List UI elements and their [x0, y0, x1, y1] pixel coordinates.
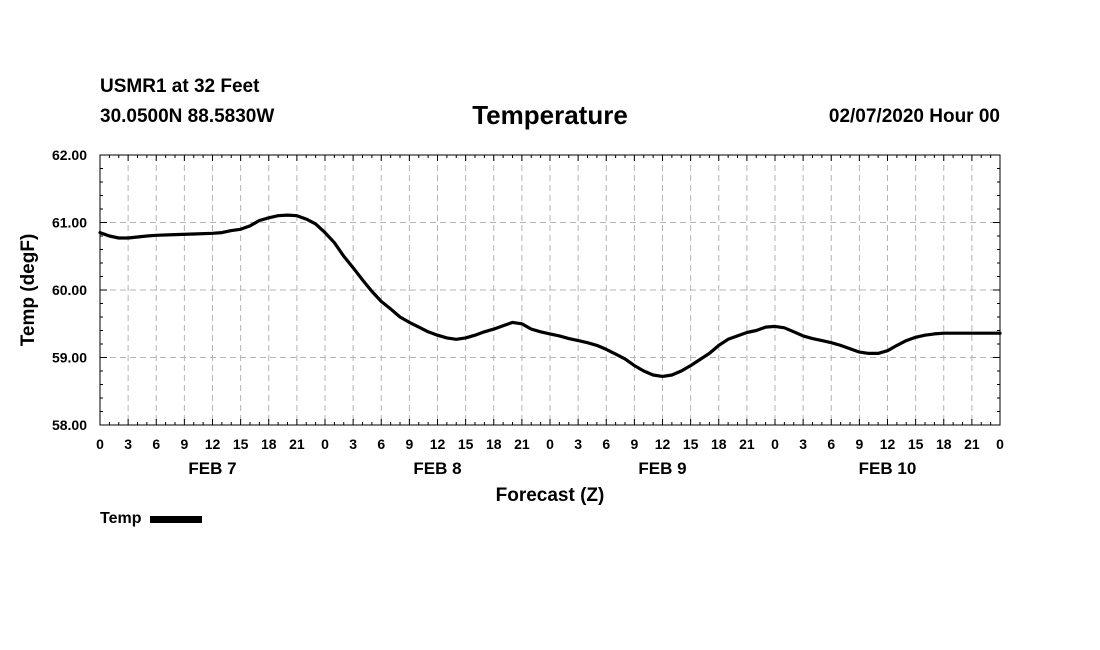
x-tick-label: 9 — [405, 436, 413, 452]
x-tick-label: 18 — [936, 436, 952, 452]
x-tick-label: 6 — [377, 436, 385, 452]
x-tick-label: 12 — [205, 436, 221, 452]
x-tick-label: 3 — [349, 436, 357, 452]
x-tick-label: 15 — [233, 436, 249, 452]
axis-labels: 0 3 6 9 12 15 18 21 0 3 6 9 12 15 18 21 0 3 6 9 12 15 18 21 0 3 6 9… — [52, 147, 1004, 478]
x-tick-label: 21 — [739, 436, 755, 452]
grid-lines — [100, 155, 1000, 425]
day-label: FEB 7 — [188, 459, 236, 478]
station-label: USMR1 at 32 Feet — [100, 76, 260, 97]
series-layer — [98, 213, 1002, 378]
x-tick-label: 21 — [514, 436, 530, 452]
x-tick-label: 3 — [574, 436, 582, 452]
x-tick-label: 6 — [602, 436, 610, 452]
y-axis-title: Temp (degF) — [18, 234, 39, 347]
x-tick-label: 18 — [486, 436, 502, 452]
legend-line-swatch — [150, 515, 203, 523]
y-tick-label: 62.00 — [52, 147, 87, 163]
coordinates-label: 30.0500N 88.5830W — [100, 106, 275, 127]
x-tick-label: 12 — [880, 436, 896, 452]
x-tick-label: 21 — [964, 436, 980, 452]
x-tick-label: 9 — [180, 436, 188, 452]
x-tick-label: 6 — [827, 436, 835, 452]
legend-label: Temp — [100, 510, 142, 527]
x-tick-label: 0 — [96, 436, 104, 452]
x-tick-label: 3 — [799, 436, 807, 452]
axes — [99, 154, 1001, 426]
temp-series-line — [98, 213, 1002, 378]
x-tick-label: 6 — [152, 436, 160, 452]
y-tick-label: 59.00 — [52, 350, 87, 366]
day-label: FEB 10 — [859, 459, 917, 478]
x-tick-label: 0 — [996, 436, 1004, 452]
x-tick-label: 12 — [655, 436, 671, 452]
x-axis-title: Forecast (Z) — [496, 485, 605, 506]
x-tick-label: 18 — [711, 436, 727, 452]
x-tick-label: 12 — [430, 436, 446, 452]
x-tick-label: 15 — [458, 436, 474, 452]
day-label: FEB 9 — [638, 459, 686, 478]
x-tick-label: 9 — [855, 436, 863, 452]
x-tick-label: 18 — [261, 436, 277, 452]
y-tick-label: 60.00 — [52, 282, 87, 298]
y-tick-label: 61.00 — [52, 215, 87, 231]
forecast-datetime: 02/07/2020 Hour 00 — [828, 106, 1000, 127]
x-tick-label: 0 — [546, 436, 554, 452]
x-tick-label: 9 — [630, 436, 638, 452]
legend: Temp — [100, 510, 203, 528]
x-tick-label: 21 — [289, 436, 305, 452]
y-tick-label: 58.00 — [52, 417, 87, 433]
x-tick-label: 0 — [321, 436, 329, 452]
x-tick-label: 3 — [124, 436, 132, 452]
day-label: FEB 8 — [413, 459, 461, 478]
x-tick-label: 0 — [771, 436, 779, 452]
x-tick-label: 15 — [908, 436, 924, 452]
chart-title: Temperature — [472, 100, 628, 130]
x-tick-label: 15 — [683, 436, 699, 452]
